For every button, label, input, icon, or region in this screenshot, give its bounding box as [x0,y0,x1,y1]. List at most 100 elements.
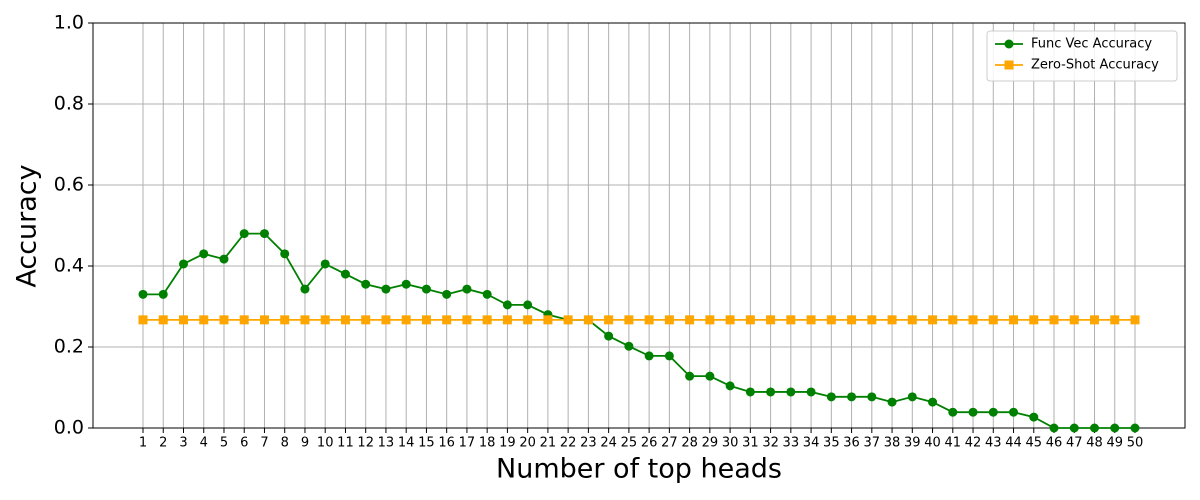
x-tick-label: 33 [783,436,800,451]
x-tick-label: 17 [459,436,476,451]
x-tick-label: 41 [945,436,962,451]
marker [786,387,796,397]
marker [381,315,391,325]
legend-box [986,30,1178,82]
marker [1029,315,1039,325]
x-tick-label: 34 [803,436,820,451]
marker [968,407,978,417]
marker [745,387,755,397]
x-tick-label: 20 [519,436,536,451]
marker [401,315,411,325]
x-tick-label: 26 [641,436,658,451]
marker [381,284,391,294]
x-tick-label: 22 [560,436,577,451]
marker [887,315,897,325]
x-tick-label: 30 [722,436,739,451]
marker [300,315,310,325]
marker [280,249,290,259]
marker [259,229,269,239]
marker [624,341,634,351]
marker [320,315,330,325]
marker [826,315,836,325]
x-tick-label: 31 [742,436,759,451]
marker [239,315,249,325]
marker [725,315,735,325]
marker [887,397,897,407]
marker [907,315,917,325]
marker [199,249,209,259]
marker [482,289,492,299]
x-axis-label: Number of top heads [496,454,782,485]
marker [786,315,796,325]
legend-label: Zero-Shot Accuracy [1031,58,1159,73]
marker [138,289,148,299]
x-tick-label: 2 [159,436,167,451]
marker [1009,407,1019,417]
marker [178,259,188,269]
y-tick-label: 0.6 [54,174,84,196]
x-tick-label: 45 [1025,436,1042,451]
x-tick-label: 18 [479,436,496,451]
marker [1049,315,1059,325]
marker [766,315,776,325]
x-tick-label: 39 [904,436,921,451]
marker [1069,315,1079,325]
x-tick-label: 4 [200,436,208,451]
marker [685,371,695,381]
marker [604,331,614,341]
x-tick-label: 11 [337,436,354,451]
marker [745,315,755,325]
marker [988,407,998,417]
marker [1069,423,1079,433]
marker [1130,315,1140,325]
marker [705,315,715,325]
marker [1009,315,1019,325]
marker [1090,423,1100,433]
marker [604,315,614,325]
marker [928,397,938,407]
marker [847,315,857,325]
x-tick-label: 32 [762,436,779,451]
legend-label: Func Vec Accuracy [1031,37,1152,52]
marker [502,315,512,325]
x-tick-label: 19 [499,436,516,451]
marker [401,279,411,289]
legend-marker [1004,39,1014,49]
x-tick-label: 9 [301,436,309,451]
x-tick-label: 48 [1086,436,1103,451]
x-tick-label: 15 [418,436,435,451]
marker [766,387,776,397]
x-tick-label: 8 [281,436,289,451]
x-tick-label: 12 [357,436,374,451]
x-tick-label: 36 [843,436,860,451]
x-tick-label: 37 [864,436,881,451]
marker [138,315,148,325]
x-tick-label: 7 [260,436,268,451]
marker [442,289,452,299]
marker [320,259,330,269]
marker [806,387,816,397]
marker [239,229,249,239]
x-tick-label: 44 [1005,436,1022,451]
x-tick-label: 46 [1046,436,1063,451]
x-tick-label: 3 [179,436,187,451]
marker [442,315,452,325]
x-tick-label: 10 [317,436,334,451]
marker [462,284,472,294]
x-tick-label: 49 [1106,436,1123,451]
x-tick-label: 35 [823,436,840,451]
marker [847,392,857,402]
y-tick-label: 0.4 [54,255,84,277]
marker [523,315,533,325]
y-tick-label: 0.2 [54,336,84,358]
legend-marker [1004,60,1014,70]
marker [502,300,512,310]
marker [462,315,472,325]
marker [725,381,735,391]
marker [1110,315,1120,325]
marker [219,254,229,264]
y-tick-label: 0.8 [54,93,84,115]
marker [340,269,350,279]
marker [1090,315,1100,325]
